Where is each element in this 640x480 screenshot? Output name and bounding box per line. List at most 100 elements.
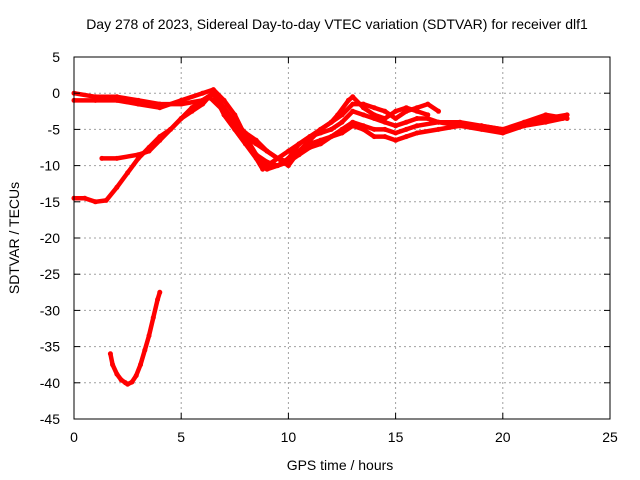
x-tick-label: 10: [281, 429, 297, 445]
data-point: [360, 105, 366, 111]
data-point: [178, 97, 184, 103]
series-4: [71, 90, 566, 205]
data-point: [275, 163, 281, 169]
data-point: [114, 184, 120, 190]
data-point: [114, 155, 120, 161]
data-point: [189, 105, 195, 111]
data-point: [425, 101, 431, 107]
data-point: [403, 119, 409, 125]
data-point: [436, 108, 441, 114]
data-point: [135, 101, 141, 107]
data-point: [339, 119, 345, 125]
data-point: [157, 134, 163, 140]
data-point: [92, 199, 98, 205]
data-point: [414, 130, 420, 136]
data-point: [335, 112, 341, 118]
data-point: [307, 141, 313, 147]
data-point: [425, 116, 431, 121]
data-point: [221, 97, 227, 103]
data-point: [339, 126, 345, 132]
data-point: [403, 134, 409, 140]
data-point: [178, 116, 184, 121]
data-point: [142, 347, 148, 353]
data-point: [371, 126, 377, 132]
data-point: [146, 333, 152, 339]
data-point: [414, 116, 420, 121]
data-point: [264, 148, 270, 154]
y-tick-label: -25: [40, 266, 60, 282]
data-point: [210, 90, 216, 96]
x-tick-label: 25: [602, 429, 618, 445]
data-point: [125, 381, 131, 387]
data-point: [253, 155, 259, 161]
data-point: [360, 112, 366, 118]
y-tick-label: 0: [52, 85, 60, 101]
data-point: [296, 148, 302, 154]
data-point: [232, 112, 238, 118]
data-point: [114, 371, 120, 377]
data-point: [382, 108, 388, 114]
data-point: [110, 362, 116, 368]
data-point: [129, 379, 135, 385]
series-line: [221, 94, 431, 172]
data-point: [478, 126, 484, 132]
data-point: [371, 134, 377, 140]
data-point: [232, 126, 238, 132]
data-point: [425, 112, 431, 118]
data-point: [382, 116, 388, 121]
data-point: [371, 112, 377, 118]
data-point: [328, 119, 334, 125]
data-point: [436, 126, 441, 132]
y-tick-label: -15: [40, 194, 60, 210]
data-point: [135, 155, 141, 161]
data-point: [350, 101, 356, 107]
chart-title: Day 278 of 2023, Sidereal Day-to-day VTE…: [86, 16, 588, 32]
data-point: [414, 108, 420, 114]
data-point: [393, 108, 399, 114]
data-point: [155, 297, 161, 302]
data-point: [200, 90, 206, 96]
x-axis-label: GPS time / hours: [287, 457, 394, 473]
data-point: [382, 134, 388, 140]
data-point: [200, 97, 206, 103]
series-line: [108, 290, 163, 387]
data-point: [118, 377, 124, 383]
data-point: [146, 145, 152, 150]
x-tick-label: 20: [495, 429, 511, 445]
data-point: [150, 315, 156, 321]
y-axis-label: SDTVAR / TECUs: [6, 182, 22, 294]
data-point: [560, 116, 566, 121]
data-point: [457, 123, 463, 129]
data-point: [393, 130, 399, 136]
data-point: [260, 166, 266, 172]
data-point: [543, 119, 549, 125]
data-point: [382, 126, 388, 132]
data-point: [393, 116, 399, 121]
data-point: [103, 197, 109, 203]
data-point: [403, 126, 409, 132]
data-point: [138, 362, 143, 368]
x-tick-label: 0: [70, 429, 78, 445]
data-point: [168, 126, 173, 132]
data-point: [243, 134, 248, 140]
y-tick-label: -20: [40, 230, 60, 246]
y-tick-label: -5: [48, 121, 61, 137]
data-point: [133, 373, 139, 379]
y-tick-label: -40: [40, 375, 60, 391]
data-point: [500, 130, 506, 136]
data-point: [114, 94, 120, 100]
data-point: [414, 123, 420, 129]
data-point: [285, 159, 291, 165]
data-point: [157, 289, 163, 295]
data-point: [285, 148, 291, 154]
data-point: [436, 119, 441, 125]
data-point: [564, 112, 570, 118]
data-point: [243, 141, 248, 147]
data-point: [125, 170, 131, 176]
data-point: [328, 126, 334, 132]
data-point: [253, 141, 259, 147]
data-point: [318, 126, 324, 132]
data-point: [371, 105, 377, 111]
data-point: [99, 155, 105, 161]
data-point: [107, 351, 113, 357]
